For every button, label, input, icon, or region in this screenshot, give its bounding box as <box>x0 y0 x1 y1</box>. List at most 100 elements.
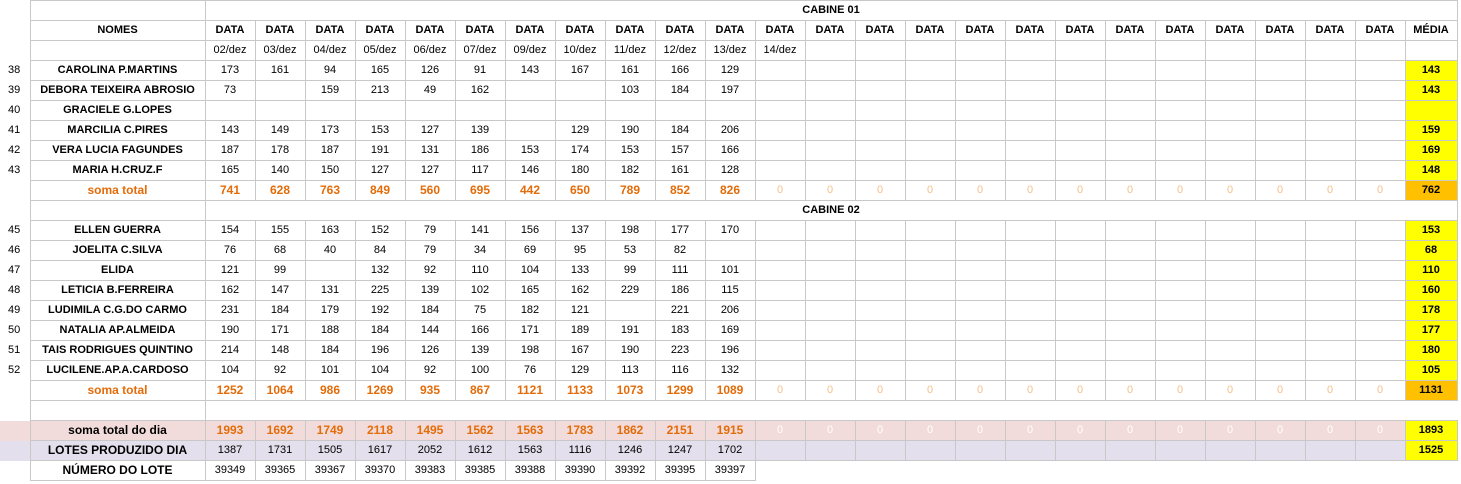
value-cell[interactable] <box>504 120 556 141</box>
numero-value[interactable]: 39388 <box>504 460 556 481</box>
empty-cell[interactable] <box>904 440 956 461</box>
average-cell[interactable]: 143 <box>1404 80 1458 101</box>
empty-cell[interactable] <box>1354 80 1406 101</box>
empty-cell[interactable] <box>1154 60 1206 81</box>
value-cell[interactable] <box>554 80 606 101</box>
day-total-value[interactable]: 1915 <box>704 420 756 441</box>
empty-cell[interactable] <box>954 440 1006 461</box>
value-cell[interactable]: 139 <box>454 120 506 141</box>
empty-cell[interactable] <box>854 60 906 81</box>
day-total-value[interactable]: 1749 <box>304 420 356 441</box>
empty-cell[interactable] <box>804 340 856 361</box>
empty-cell[interactable] <box>954 280 1006 301</box>
average-cell[interactable] <box>1404 100 1458 121</box>
empty-cell[interactable] <box>754 280 806 301</box>
sum-label[interactable]: soma total <box>29 380 206 401</box>
numero-value[interactable]: 39392 <box>604 460 656 481</box>
sum-value[interactable]: 1064 <box>254 380 306 401</box>
empty-cell[interactable] <box>1204 80 1256 101</box>
sum-zero[interactable]: 0 <box>904 180 956 201</box>
date-cell[interactable]: 03/dez <box>254 40 306 61</box>
value-cell[interactable]: 129 <box>554 360 606 381</box>
sum-value[interactable]: 1121 <box>504 380 556 401</box>
empty-cell[interactable] <box>904 300 956 321</box>
empty-cell[interactable] <box>904 100 956 121</box>
value-cell[interactable]: 174 <box>554 140 606 161</box>
empty-cell[interactable] <box>1104 240 1156 261</box>
value-cell[interactable]: 99 <box>604 260 656 281</box>
empty-cell[interactable] <box>1254 220 1306 241</box>
value-cell[interactable]: 189 <box>554 320 606 341</box>
sum-value[interactable]: 935 <box>404 380 456 401</box>
date-cell[interactable] <box>1254 40 1306 61</box>
empty-cell[interactable] <box>904 240 956 261</box>
empty-cell[interactable] <box>855 461 905 481</box>
empty-cell[interactable] <box>1304 260 1356 281</box>
data-header[interactable]: DATA <box>1204 20 1256 41</box>
empty-cell[interactable] <box>1255 461 1305 481</box>
empty-cell[interactable] <box>1004 300 1056 321</box>
lotes-value[interactable]: 1247 <box>654 440 706 461</box>
value-cell[interactable]: 213 <box>354 80 406 101</box>
empty-cell[interactable] <box>1004 260 1056 281</box>
empty-cell[interactable] <box>1104 320 1156 341</box>
value-cell[interactable]: 75 <box>454 300 506 321</box>
empty-cell[interactable] <box>954 60 1006 81</box>
value-cell[interactable]: 188 <box>304 320 356 341</box>
value-cell[interactable]: 190 <box>204 320 256 341</box>
value-cell[interactable] <box>704 240 756 261</box>
person-name[interactable]: ELIDA <box>29 260 206 281</box>
empty-cell[interactable] <box>1154 240 1206 261</box>
average-cell[interactable]: 160 <box>1404 280 1458 301</box>
empty-cell[interactable] <box>1354 360 1406 381</box>
day-total-value[interactable]: 1783 <box>554 420 606 441</box>
value-cell[interactable]: 180 <box>554 160 606 181</box>
data-header[interactable]: DATA <box>554 20 606 41</box>
value-cell[interactable]: 143 <box>204 120 256 141</box>
date-cell[interactable]: 12/dez <box>654 40 706 61</box>
empty-cell[interactable] <box>1054 260 1106 281</box>
value-cell[interactable]: 76 <box>204 240 256 261</box>
value-cell[interactable]: 129 <box>554 120 606 141</box>
sum-value[interactable]: 1252 <box>204 380 256 401</box>
empty-cell[interactable] <box>1155 461 1205 481</box>
sum-zero[interactable]: 0 <box>1204 380 1256 401</box>
data-header[interactable]: DATA <box>1354 20 1406 41</box>
person-name[interactable]: CAROLINA P.MARTINS <box>29 60 206 81</box>
empty-cell[interactable] <box>1204 440 1256 461</box>
empty-cell[interactable] <box>1254 100 1306 121</box>
empty-cell[interactable] <box>1254 240 1306 261</box>
data-header[interactable]: DATA <box>804 20 856 41</box>
person-name[interactable]: LUDIMILA C.G.DO CARMO <box>29 300 206 321</box>
empty-cell[interactable] <box>1204 340 1256 361</box>
person-name[interactable]: ELLEN GUERRA <box>29 220 206 241</box>
value-cell[interactable]: 131 <box>404 140 456 161</box>
person-name[interactable]: MARCILIA C.PIRES <box>29 120 206 141</box>
person-name[interactable]: LETICIA B.FERREIRA <box>29 280 206 301</box>
date-cell[interactable]: 06/dez <box>404 40 456 61</box>
empty-cell[interactable] <box>1054 360 1106 381</box>
lotes-average[interactable]: 1525 <box>1404 440 1458 461</box>
value-cell[interactable]: 187 <box>204 140 256 161</box>
empty-cell[interactable] <box>1054 140 1106 161</box>
person-name[interactable]: TAIS RODRIGUES QUINTINO <box>29 340 206 361</box>
day-total-value[interactable]: 1692 <box>254 420 306 441</box>
empty-cell[interactable] <box>1154 220 1206 241</box>
value-cell[interactable]: 214 <box>204 340 256 361</box>
date-cell[interactable]: 05/dez <box>354 40 406 61</box>
value-cell[interactable]: 229 <box>604 280 656 301</box>
empty-cell[interactable] <box>1104 340 1156 361</box>
numero-value[interactable]: 39370 <box>354 460 406 481</box>
empty-cell[interactable] <box>805 461 855 481</box>
empty-cell[interactable] <box>854 340 906 361</box>
empty-cell[interactable] <box>904 120 956 141</box>
sum-zero[interactable]: 0 <box>804 180 856 201</box>
value-cell[interactable]: 171 <box>504 320 556 341</box>
value-cell[interactable]: 121 <box>554 300 606 321</box>
numero-value[interactable]: 39367 <box>304 460 356 481</box>
sum-zero[interactable]: 0 <box>1054 380 1106 401</box>
empty-cell[interactable] <box>1054 300 1106 321</box>
blank-cell[interactable] <box>29 0 206 21</box>
data-header[interactable]: DATA <box>1304 20 1356 41</box>
empty-cell[interactable] <box>1004 440 1056 461</box>
